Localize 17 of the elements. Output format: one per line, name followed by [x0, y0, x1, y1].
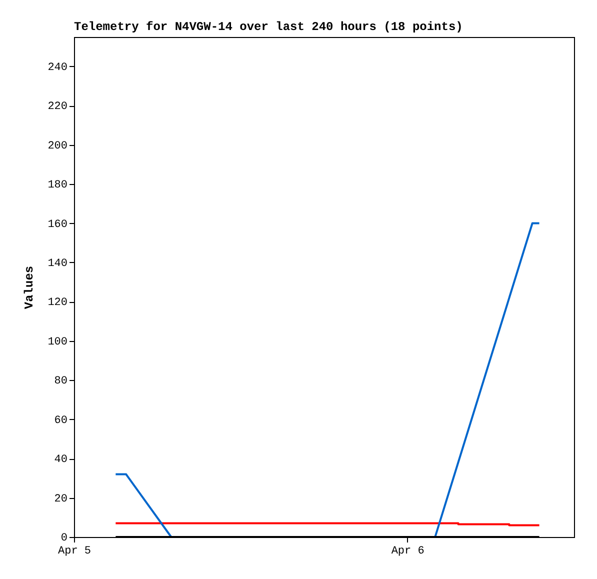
y-tick-label: 120	[48, 297, 68, 310]
y-tick-label: 240	[48, 62, 68, 74]
y-axis-title: Values	[22, 266, 37, 310]
y-tick-label: 80	[54, 376, 68, 388]
chart-title: Telemetry for N4VGW-14 over last 240 hours (18 points)	[74, 20, 463, 34]
y-tick-label: 60	[54, 414, 68, 427]
y-tick-label: 20	[54, 493, 68, 506]
x-tick-label: Apr 5	[58, 546, 92, 558]
y-tick-label: 100	[48, 336, 68, 348]
y-tick-label: 40	[54, 454, 68, 466]
y-tick-label: 0	[60, 532, 68, 544]
x-tick-label: Apr 6	[391, 546, 424, 558]
y-tick-label: 220	[48, 101, 68, 114]
y-tick-label: 200	[48, 140, 68, 152]
y-tick-label: 140	[48, 258, 68, 270]
y-tick-label: 160	[48, 218, 68, 231]
y-tick-label: 180	[48, 180, 68, 192]
